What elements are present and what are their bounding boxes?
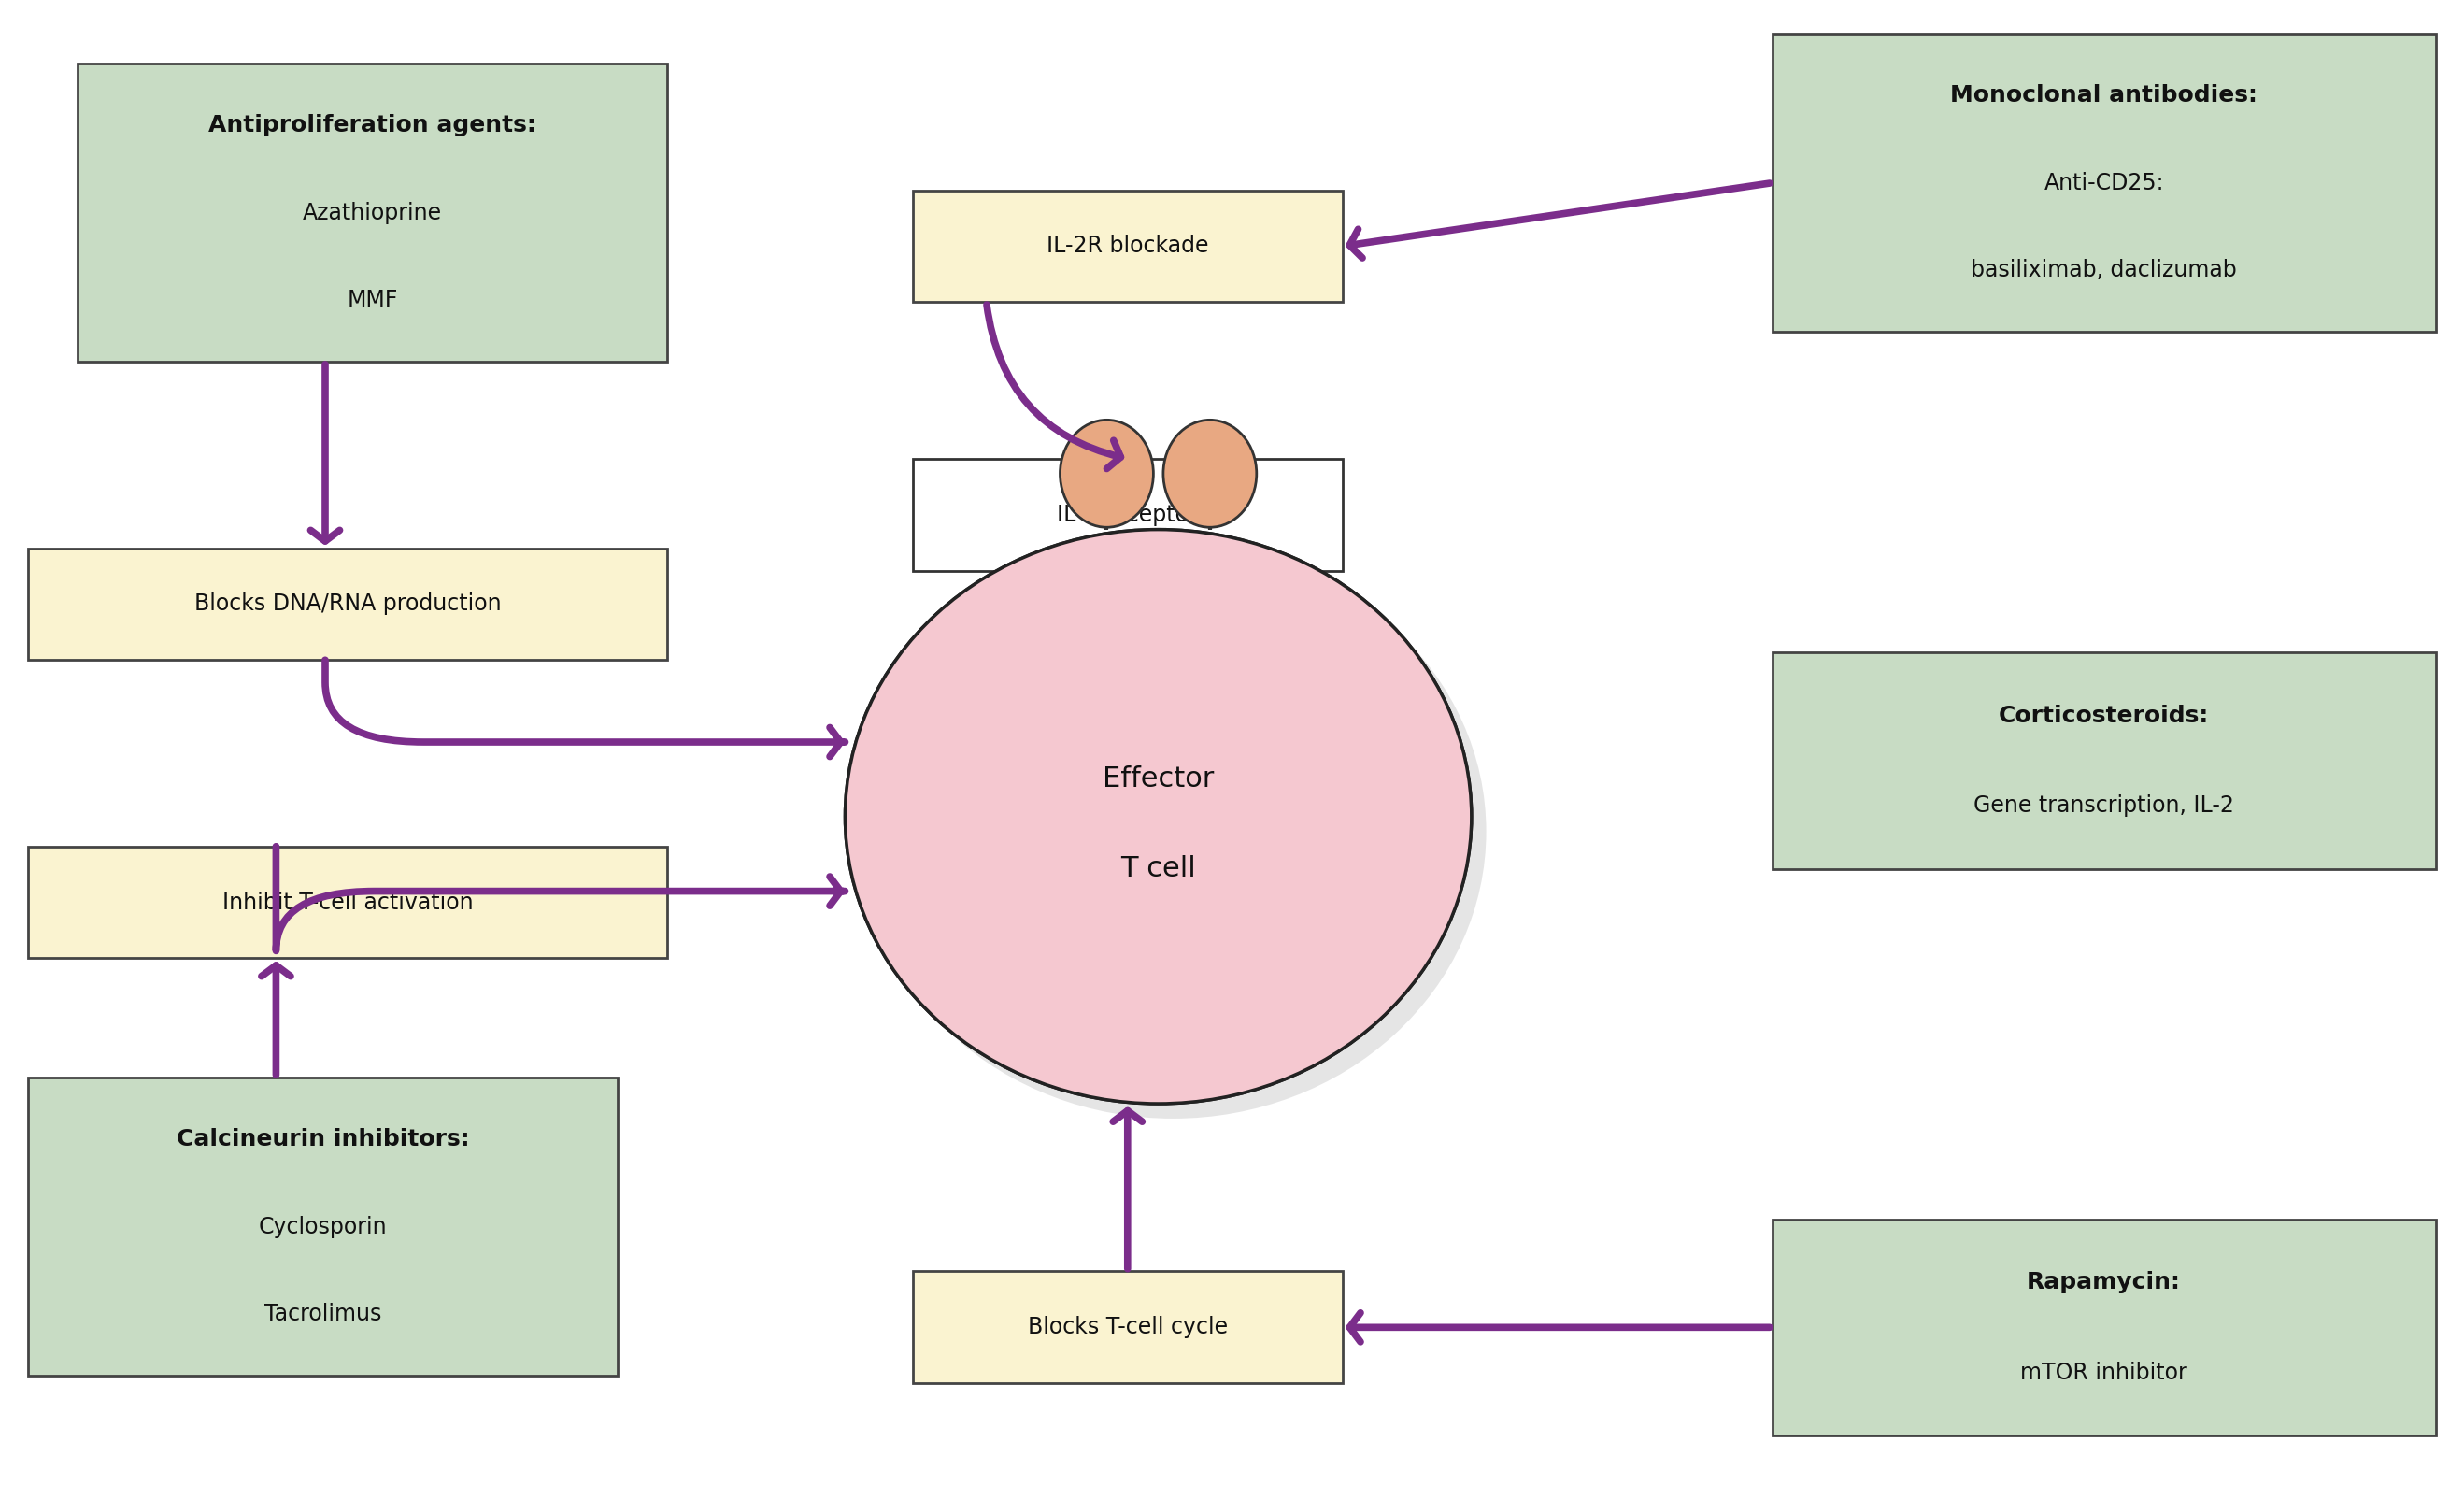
Text: Calcineurin inhibitors:: Calcineurin inhibitors: — [177, 1127, 471, 1150]
Text: Azathioprine: Azathioprine — [303, 201, 441, 223]
Ellipse shape — [845, 529, 1471, 1103]
Ellipse shape — [860, 544, 1486, 1118]
Text: Monoclonal antibodies:: Monoclonal antibodies: — [1951, 84, 2257, 106]
Text: Rapamycin:: Rapamycin: — [2028, 1271, 2181, 1294]
Text: IL-2 receptor: IL-2 receptor — [1057, 504, 1198, 526]
Text: Anti-CD25:: Anti-CD25: — [2045, 171, 2163, 193]
Text: Tacrolimus: Tacrolimus — [264, 1303, 382, 1325]
Text: MMF: MMF — [347, 289, 397, 312]
Text: mTOR inhibitor: mTOR inhibitor — [2020, 1361, 2188, 1384]
Text: Antiproliferation agents:: Antiproliferation agents: — [209, 114, 537, 136]
Ellipse shape — [845, 529, 1471, 1103]
Text: Blocks T-cell cycle: Blocks T-cell cycle — [1027, 1316, 1227, 1339]
Text: Inhibit T-cell activation: Inhibit T-cell activation — [222, 890, 473, 913]
FancyBboxPatch shape — [1772, 652, 2434, 869]
Text: Cyclosporin: Cyclosporin — [259, 1216, 387, 1238]
FancyBboxPatch shape — [1772, 33, 2434, 331]
Text: Gene transcription, IL-2: Gene transcription, IL-2 — [1974, 794, 2235, 817]
Text: Blocks DNA/RNA production: Blocks DNA/RNA production — [195, 594, 500, 615]
FancyBboxPatch shape — [30, 847, 668, 958]
FancyBboxPatch shape — [1772, 1219, 2434, 1436]
FancyBboxPatch shape — [912, 459, 1343, 571]
FancyBboxPatch shape — [912, 1271, 1343, 1384]
Text: Effector: Effector — [1101, 766, 1215, 793]
FancyBboxPatch shape — [76, 63, 668, 361]
Text: basiliximab, daclizumab: basiliximab, daclizumab — [1971, 259, 2237, 282]
FancyBboxPatch shape — [30, 1078, 618, 1376]
Ellipse shape — [1060, 420, 1153, 528]
Text: T cell: T cell — [1121, 856, 1195, 883]
Text: Corticosteroids:: Corticosteroids: — [1998, 705, 2210, 727]
Ellipse shape — [1163, 420, 1257, 528]
Text: IL-2R blockade: IL-2R blockade — [1047, 235, 1210, 258]
FancyBboxPatch shape — [912, 190, 1343, 303]
FancyBboxPatch shape — [30, 549, 668, 660]
